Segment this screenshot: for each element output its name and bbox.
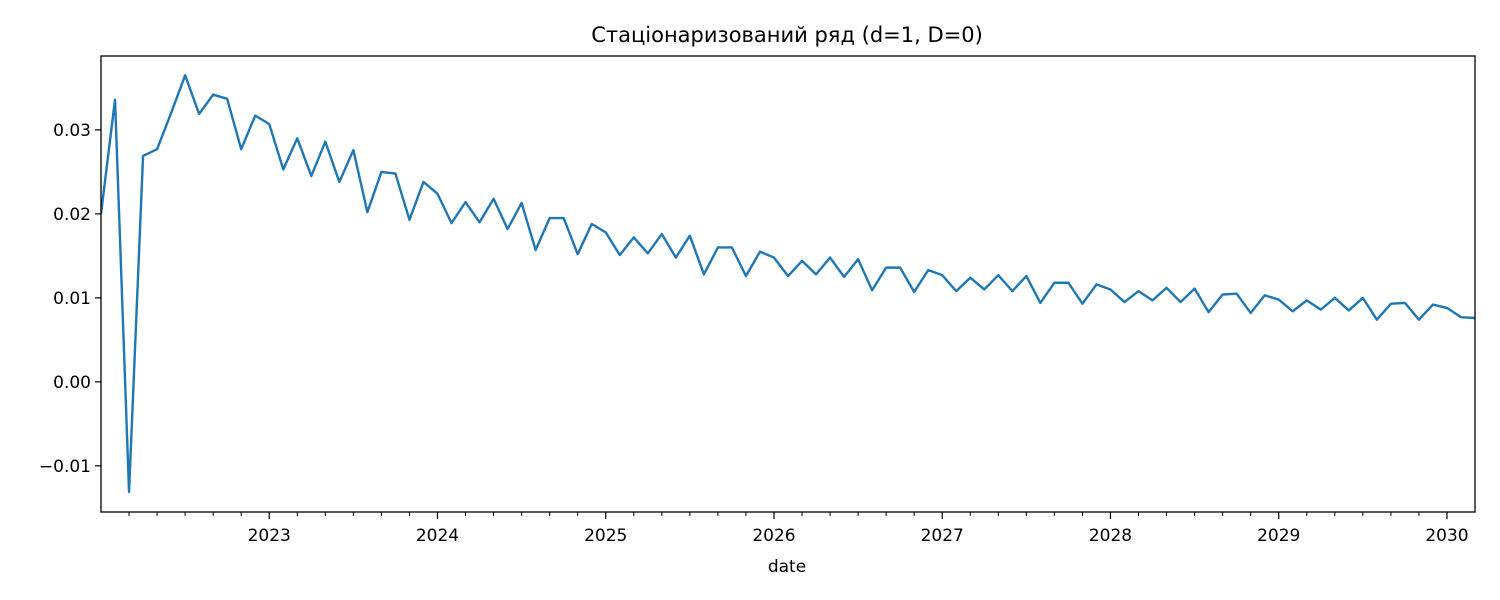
x-tick-label: 2025 [584, 526, 627, 546]
x-tick-label: 2029 [1257, 526, 1300, 546]
y-tick-label: −0.01 [39, 457, 91, 477]
y-tick-label: 0.03 [53, 121, 91, 141]
x-tick-label: 2026 [752, 526, 795, 546]
plot-area [101, 74, 1475, 494]
chart-title: Стаціонаризований ряд (d=1, D=0) [591, 23, 983, 47]
x-tick-label: 2030 [1425, 526, 1468, 546]
y-tick-label: 0.01 [53, 289, 91, 309]
x-axis-label: date [768, 557, 806, 577]
x-tick-label: 2028 [1089, 526, 1132, 546]
x-tick-label: 2024 [416, 526, 459, 546]
y-axis: −0.01 0.00 0.01 0.02 0.03 [39, 121, 101, 477]
x-tick-label: 2023 [248, 526, 291, 546]
x-tick-label: 2027 [921, 526, 964, 546]
series-line [101, 74, 1475, 494]
plot-frame [100, 55, 1476, 513]
y-tick-label: 0.00 [53, 373, 91, 393]
x-axis: 2023 2024 2025 2026 2027 2028 2029 2030 [128, 512, 1469, 546]
y-tick-label: 0.02 [53, 205, 91, 225]
